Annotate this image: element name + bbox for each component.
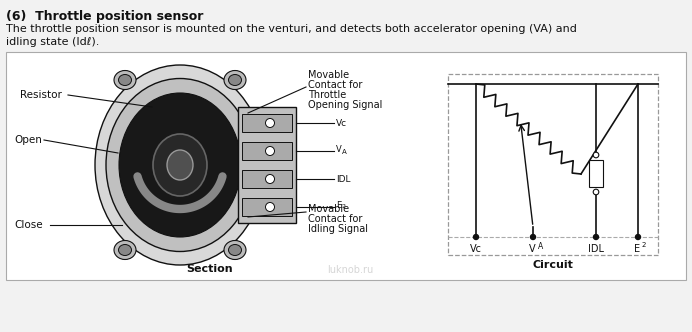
Text: Contact for: Contact for [308,214,363,224]
Circle shape [266,146,275,155]
FancyBboxPatch shape [242,142,292,160]
FancyBboxPatch shape [589,160,603,187]
Text: V: V [529,244,536,254]
Text: Opening Signal: Opening Signal [308,100,383,110]
Ellipse shape [153,134,207,196]
Ellipse shape [114,70,136,90]
FancyBboxPatch shape [242,198,292,216]
Text: (6)  Throttle position sensor: (6) Throttle position sensor [6,10,203,23]
Text: Resistor: Resistor [20,90,62,100]
Circle shape [594,234,599,239]
Text: E: E [336,202,341,210]
Text: E: E [634,244,640,254]
Text: 2: 2 [342,205,346,209]
Ellipse shape [228,74,242,86]
Text: The throttle position sensor is mounted on the venturi, and detects both acceler: The throttle position sensor is mounted … [6,24,577,34]
Ellipse shape [95,65,265,265]
Text: Vc: Vc [336,119,347,127]
FancyBboxPatch shape [448,74,658,255]
Text: Circuit: Circuit [533,260,574,270]
FancyBboxPatch shape [242,170,292,188]
Text: V: V [336,145,342,154]
Text: Vc: Vc [470,244,482,254]
Circle shape [266,203,275,211]
Ellipse shape [118,244,131,256]
Ellipse shape [224,70,246,90]
Ellipse shape [224,240,246,260]
Circle shape [266,175,275,184]
Text: idling state (Idℓ).: idling state (Idℓ). [6,37,100,47]
Text: luknob.ru: luknob.ru [327,265,373,275]
Text: A: A [342,149,347,155]
Text: Contact for: Contact for [308,80,363,90]
FancyBboxPatch shape [238,107,296,223]
Text: Movable: Movable [308,70,349,80]
Text: Throttle: Throttle [308,90,346,100]
Ellipse shape [114,240,136,260]
Text: Movable: Movable [308,204,349,214]
Circle shape [635,234,641,239]
Text: A: A [538,242,543,251]
Ellipse shape [228,244,242,256]
FancyBboxPatch shape [242,114,292,132]
Text: Idling Signal: Idling Signal [308,224,368,234]
Text: Section: Section [187,264,233,274]
FancyBboxPatch shape [6,52,686,280]
Ellipse shape [167,150,193,180]
Text: IDL: IDL [588,244,604,254]
Circle shape [593,189,599,195]
Circle shape [266,119,275,127]
Text: IDL: IDL [336,175,351,184]
Text: Open: Open [14,135,42,145]
Circle shape [593,152,599,158]
Ellipse shape [119,93,241,237]
Text: Close: Close [14,220,43,230]
Ellipse shape [106,78,254,252]
Text: 2: 2 [642,242,646,248]
Circle shape [531,234,536,239]
Circle shape [473,234,478,239]
Ellipse shape [118,74,131,86]
